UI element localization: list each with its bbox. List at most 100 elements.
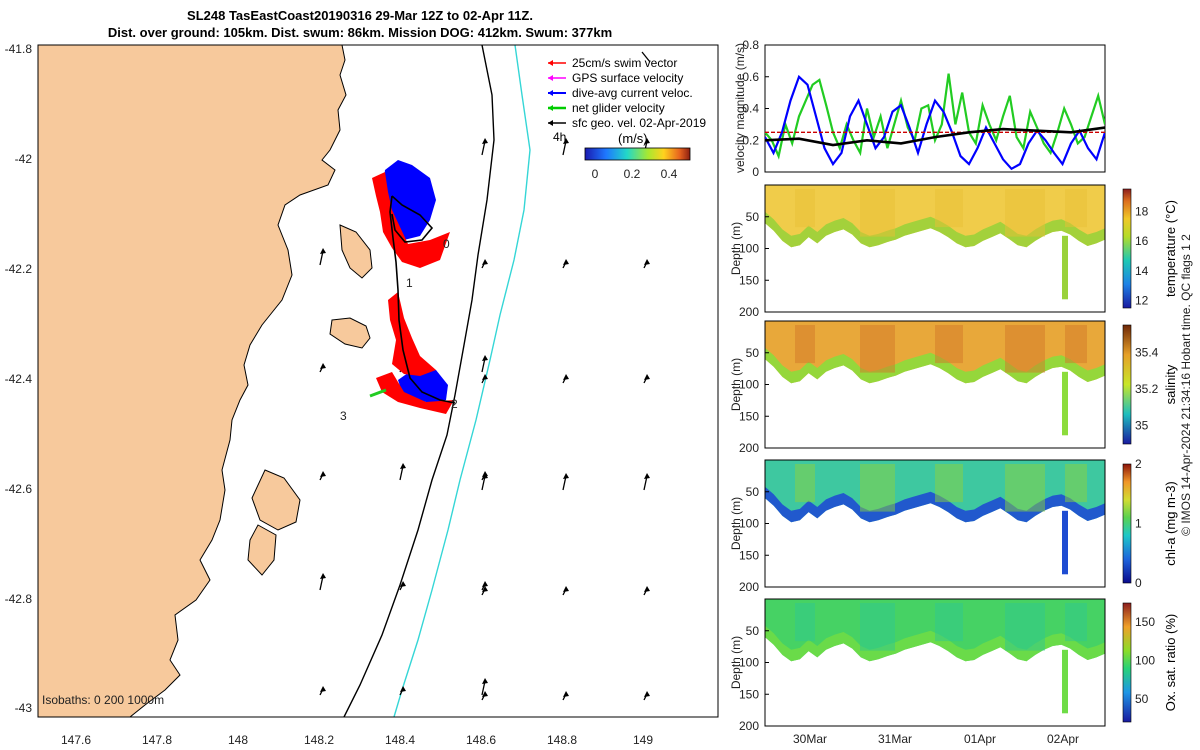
vector-head [400, 463, 406, 469]
variability-band [1005, 189, 1045, 237]
colorbar [1122, 602, 1132, 723]
velocity-line-1 [765, 74, 1105, 171]
velocity-series [765, 73, 1105, 171]
tasmania-coastline [38, 45, 347, 717]
colorbar-label: temperature (°C) [1163, 200, 1178, 297]
lon-tick: 148.2 [304, 733, 334, 747]
variability-band [935, 464, 963, 503]
colorbar-tick: 16 [1135, 234, 1149, 248]
lon-tick: 148.8 [547, 733, 577, 747]
lon-tick: 148.6 [466, 733, 496, 747]
velocity-ylabel: velocity magnitude (m/s) [733, 43, 747, 173]
legend-arrow [641, 51, 651, 63]
deep-layer [765, 347, 1105, 384]
vector-head [482, 586, 488, 592]
colorbar-tick: 2 [1135, 457, 1142, 471]
variability-band [795, 464, 815, 503]
variability-band [860, 189, 895, 237]
variability-band [795, 189, 815, 228]
variability-band [795, 603, 815, 642]
variability-band [935, 189, 963, 228]
velocity-line-0 [765, 73, 1105, 160]
vector-head [482, 138, 488, 144]
depth-tick-label: 150 [739, 548, 759, 562]
time-tick: 02Apr [1047, 732, 1079, 746]
lat-tick: -42.2 [5, 262, 33, 276]
deep-layer [765, 486, 1105, 523]
variability-band [1005, 325, 1045, 373]
day-marker: 2 [451, 397, 458, 411]
vector-head [563, 138, 569, 144]
vector-head [482, 471, 488, 477]
vector-head [400, 686, 406, 692]
freycinet-peninsula [339, 224, 373, 279]
colorbar-tick: 0 [1135, 576, 1142, 590]
depth-tick-label: 200 [739, 719, 759, 733]
deep-layer [765, 211, 1105, 248]
variability-band [1065, 464, 1087, 503]
deep-profile [1062, 371, 1068, 436]
swim-vector-patches [376, 372, 454, 414]
ytick-label: 0.6 [742, 70, 759, 84]
legend-label: sfc geo. vel. 02-Apr-2019 [572, 116, 706, 130]
depth-tick-label: 150 [739, 273, 759, 287]
depth-tick-label: 50 [746, 624, 760, 638]
depth-tick-label: 150 [739, 687, 759, 701]
colorbar-tick: 35.2 [1135, 382, 1159, 396]
vector-head [482, 678, 488, 684]
variability-band [1065, 325, 1087, 364]
deep-profile [1062, 510, 1068, 575]
glider-track-map: 0 1 2 3 25cm/s swim vector GPS surface v… [5, 42, 719, 747]
velocity-yticks: 0 0.2 0.4 0.6 0.8 [742, 38, 769, 179]
time-tick: 30Mar [793, 732, 827, 746]
vector-head [320, 471, 326, 477]
lat-tick: -42.4 [5, 372, 33, 386]
colorbar-tick: 18 [1135, 204, 1149, 218]
vector-head [320, 573, 326, 579]
lat-tick: -42 [15, 152, 33, 166]
depth-tick-label: 200 [739, 305, 759, 319]
vector-head [644, 374, 650, 380]
ytick-label: 0.4 [742, 102, 759, 116]
vector-head [644, 259, 650, 265]
lat-tick: -42.8 [5, 592, 33, 606]
colorbar-unit: (m/s) [618, 131, 648, 146]
depth-ylabel: Depth (m) [729, 222, 743, 275]
vector-head [644, 691, 650, 697]
colorbar-tick: 35 [1135, 419, 1149, 433]
lat-tick: -42.6 [5, 482, 33, 496]
map-legend: 25cm/s swim vector GPS surface velocity … [548, 56, 706, 130]
legend-label: dive-avg current veloc. [572, 86, 693, 100]
colorbar-tick: 35.4 [1135, 345, 1159, 359]
colorbar [1122, 463, 1132, 584]
velocity-panel: 0 0.2 0.4 0.6 0.8 velocity magnitude (m/s) [733, 38, 1106, 179]
depth-tick-label: 100 [739, 378, 759, 392]
vector-head [563, 374, 569, 380]
colorbar-label: salinity [1163, 364, 1178, 404]
temperature-panel: 50 100 150 200 Depth (m) 12 14 16 18 temperature … [729, 184, 1178, 319]
vector-head [320, 248, 326, 254]
variability-band [1065, 189, 1087, 228]
colorbar-tick: 50 [1135, 692, 1149, 706]
swim-vector-patches [372, 172, 450, 268]
depth-tick-label: 200 [739, 580, 759, 594]
colorbar-tick: 1 [1135, 517, 1142, 531]
time-axis: 30Mar 31Mar 01Apr 02Apr [793, 732, 1079, 746]
colorbar-tick: 14 [1135, 264, 1149, 278]
variability-band [860, 464, 895, 512]
maria-island [329, 317, 371, 349]
deep-profile [1062, 235, 1068, 300]
day-marker: 0 [443, 237, 450, 251]
colorbar-tick: 100 [1135, 654, 1155, 668]
lon-tick: 148.4 [385, 733, 415, 747]
time-tick: 01Apr [964, 732, 996, 746]
legend-label: net glider velocity [572, 101, 665, 115]
time-tick: 31Mar [878, 732, 912, 746]
depth-tick-label: 50 [746, 210, 760, 224]
colorbar-tick: 0.2 [624, 167, 641, 181]
vector-head [563, 586, 569, 592]
ytick-label: 0 [752, 165, 759, 179]
variability-band [1065, 603, 1087, 642]
variability-band [1005, 603, 1045, 651]
glider-path [389, 195, 456, 404]
